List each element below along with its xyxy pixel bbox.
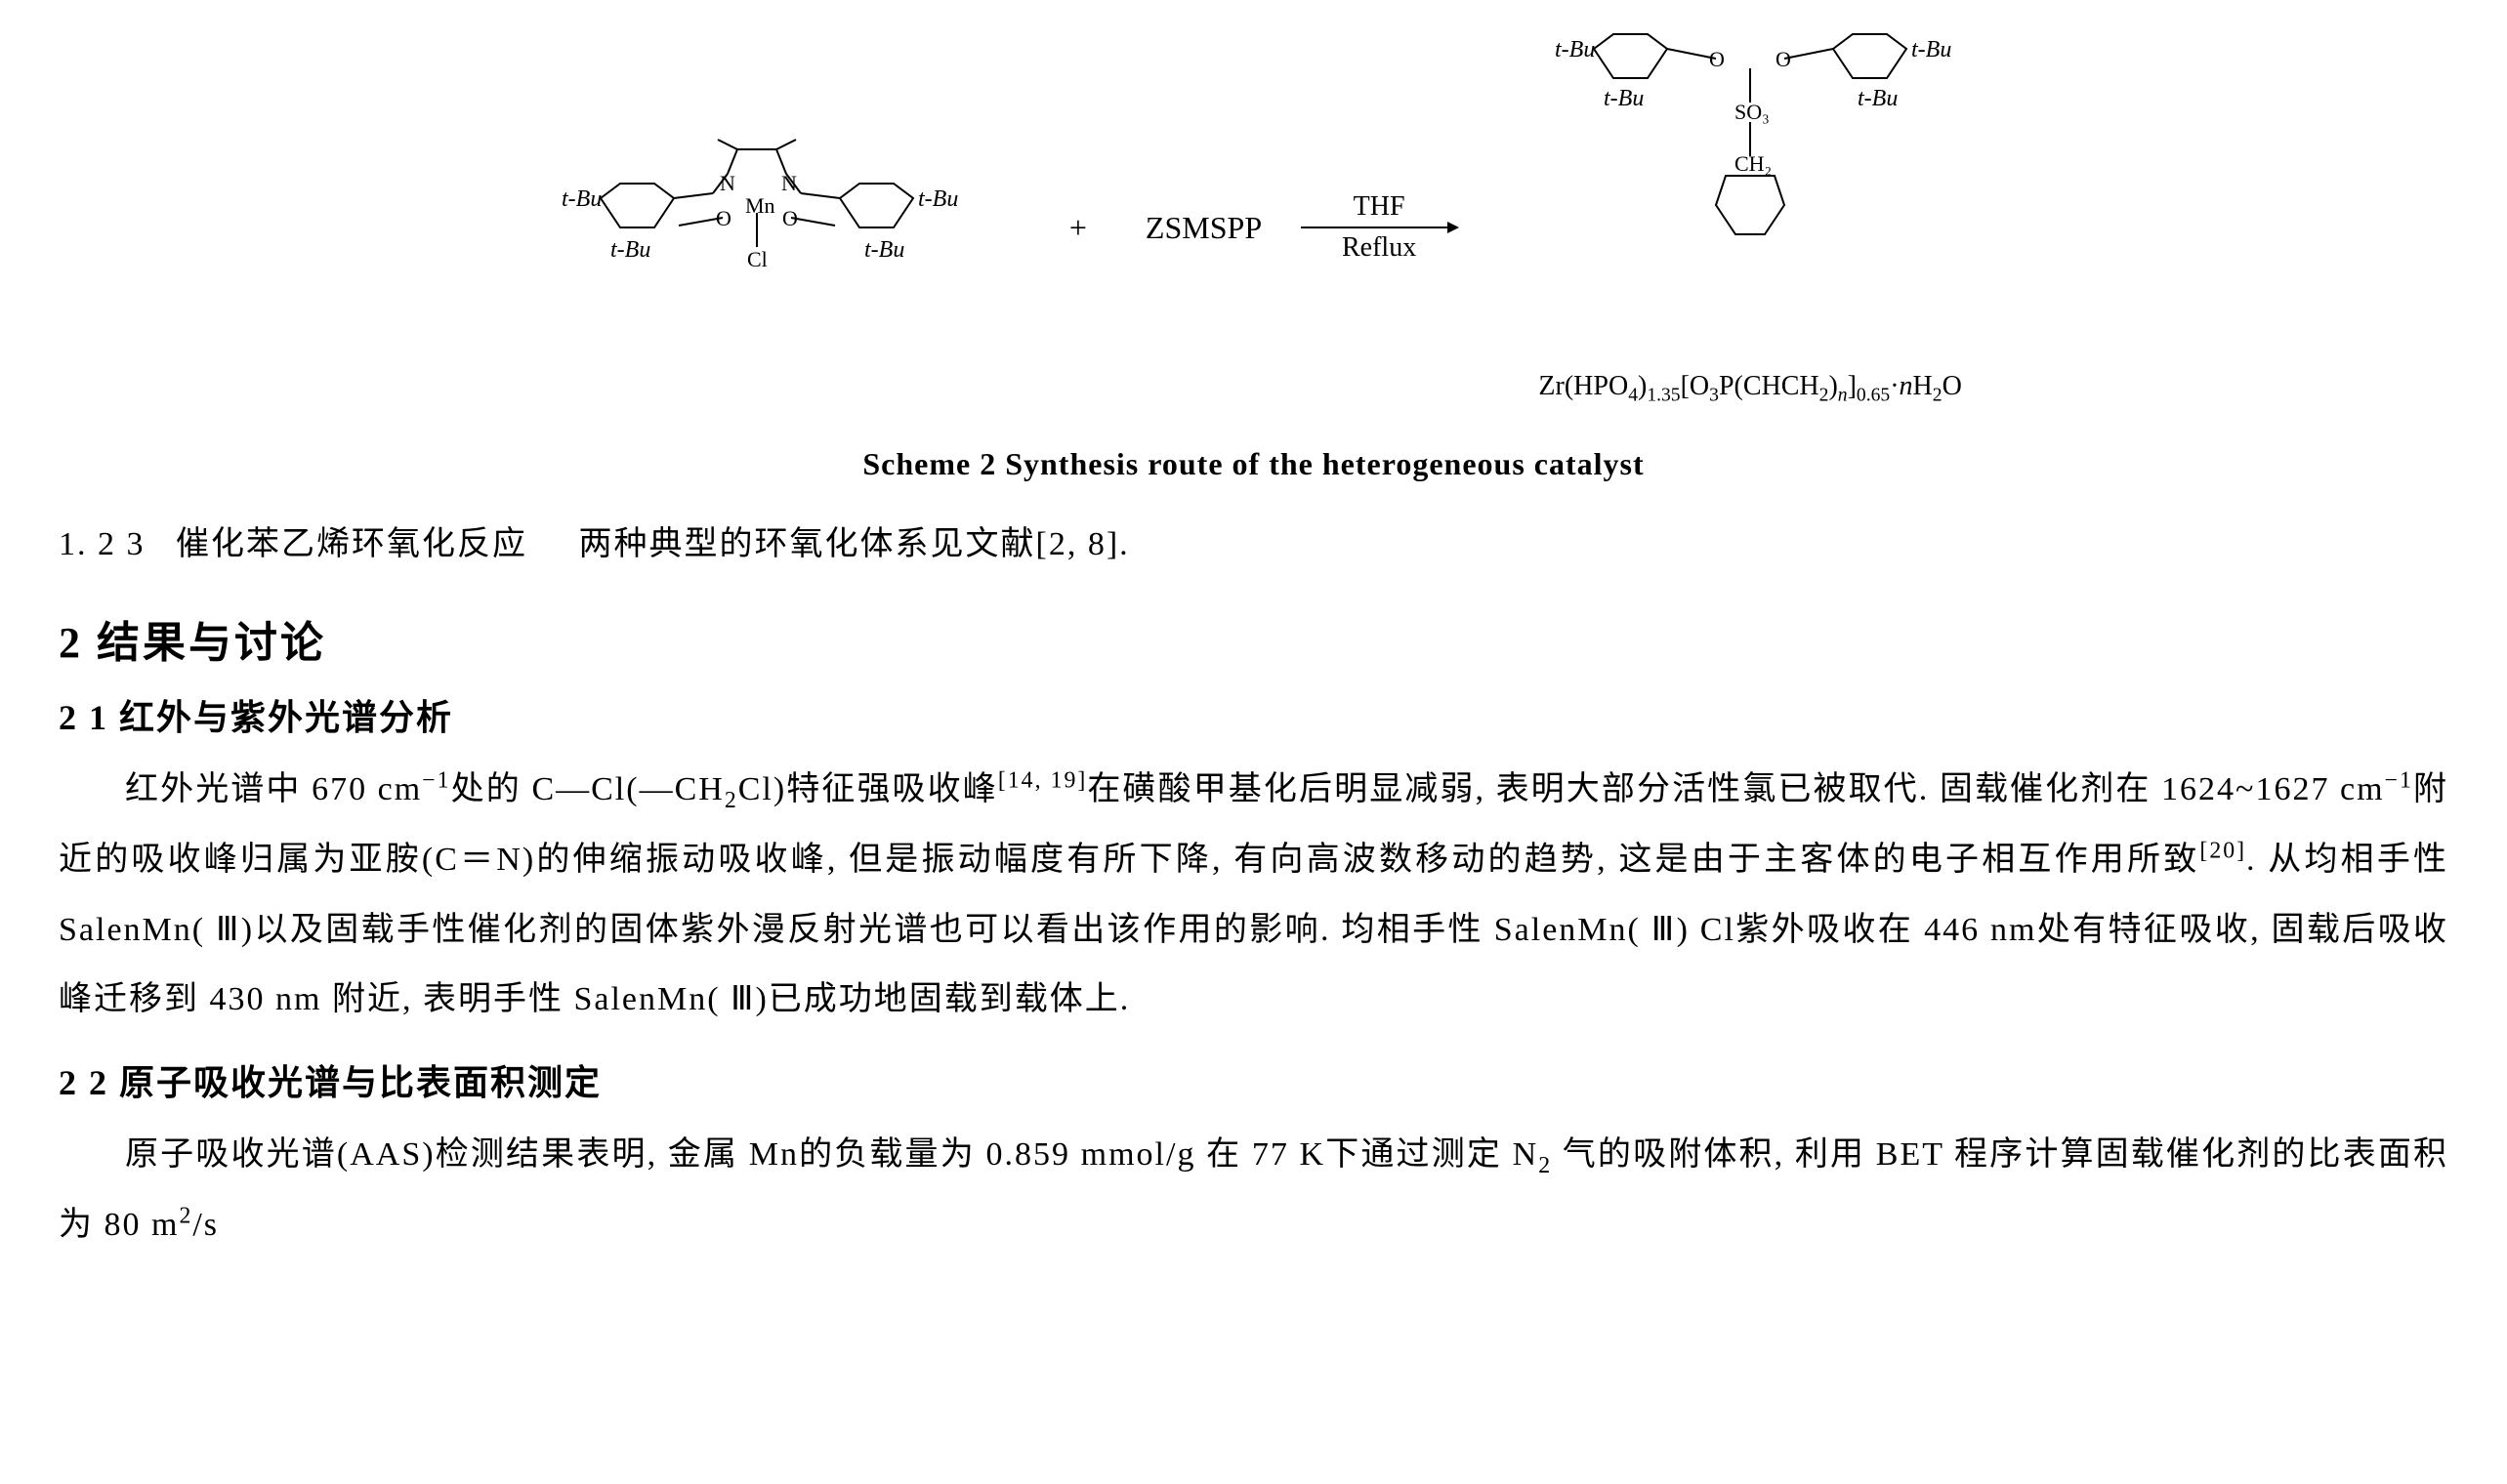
- scheme-caption: Scheme 2 Synthesis route of the heteroge…: [59, 446, 2448, 482]
- tbu-label: t-Bu: [610, 237, 650, 263]
- tbu-label: t-Bu: [918, 186, 958, 212]
- tbu-label: t-Bu: [562, 186, 602, 212]
- arrow-bottom-label: Reflux: [1342, 232, 1416, 264]
- paragraph-2-1: 红外光谱中 670 cm−1处的 C—Cl(—CH2Cl)特征强吸收峰[14, …: [59, 755, 2448, 1035]
- tbu-label: t-Bu: [1911, 37, 1951, 62]
- product-block: t-Bu t-Bu t-Bu t-Bu O O SO₃ CH₂ Zr(HPO4)…: [1496, 29, 2004, 427]
- plus-sign: +: [1069, 210, 1087, 246]
- section-title: 催化苯乙烯环氧化反应: [176, 526, 527, 562]
- so3-group: SO₃: [1734, 100, 1770, 124]
- heading-results-discussion: 2 结果与讨论: [59, 607, 2448, 670]
- cl-atom: Cl: [747, 247, 768, 271]
- n-atom: N: [720, 171, 735, 195]
- ch2-group: CH₂: [1734, 151, 1772, 176]
- section-number: 1. 2 3: [59, 526, 146, 562]
- reaction-scheme: t-Bu t-Bu t-Bu t-Bu N N O O Mn Cl + ZSMS…: [59, 29, 2448, 427]
- product-formula: Zr(HPO4)1.35[O3P(CHCH2)n]0.65·nH2O: [1538, 371, 1961, 407]
- section-text: 两种典型的环氧化体系见文献[2, 8].: [579, 526, 1130, 562]
- heading-2-1: 2 1 红外与紫外光谱分析: [59, 689, 2448, 740]
- reactant-salen-mn: t-Bu t-Bu t-Bu t-Bu N N O O Mn Cl: [503, 120, 1011, 335]
- o-atom: O: [1776, 47, 1791, 71]
- n-atom: N: [781, 171, 797, 195]
- heading-2-2: 2 2 原子吸收光谱与比表面积测定: [59, 1054, 2448, 1105]
- o-atom: O: [1709, 47, 1725, 71]
- section-1-2-3: 1. 2 3 催化苯乙烯环氧化反应 两种典型的环氧化体系见文献[2, 8].: [59, 512, 2448, 578]
- tbu-label: t-Bu: [1604, 86, 1644, 111]
- paragraph-2-2: 原子吸收光谱(AAS)检测结果表明, 金属 Mn的负载量为 0.859 mmol…: [59, 1120, 2448, 1260]
- product-complex: t-Bu t-Bu t-Bu t-Bu O O SO₃ CH₂: [1496, 29, 2004, 361]
- reaction-arrow: THF Reflux: [1301, 191, 1457, 264]
- tbu-label: t-Bu: [864, 237, 904, 263]
- tbu-label: t-Bu: [1858, 86, 1898, 111]
- tbu-label: t-Bu: [1555, 37, 1595, 62]
- mn-atom: Mn: [745, 193, 775, 218]
- o-atom: O: [782, 206, 798, 230]
- reagent-zsmspp: ZSMSPP: [1146, 210, 1262, 246]
- o-atom: O: [716, 206, 731, 230]
- arrow-top-label: THF: [1354, 191, 1405, 223]
